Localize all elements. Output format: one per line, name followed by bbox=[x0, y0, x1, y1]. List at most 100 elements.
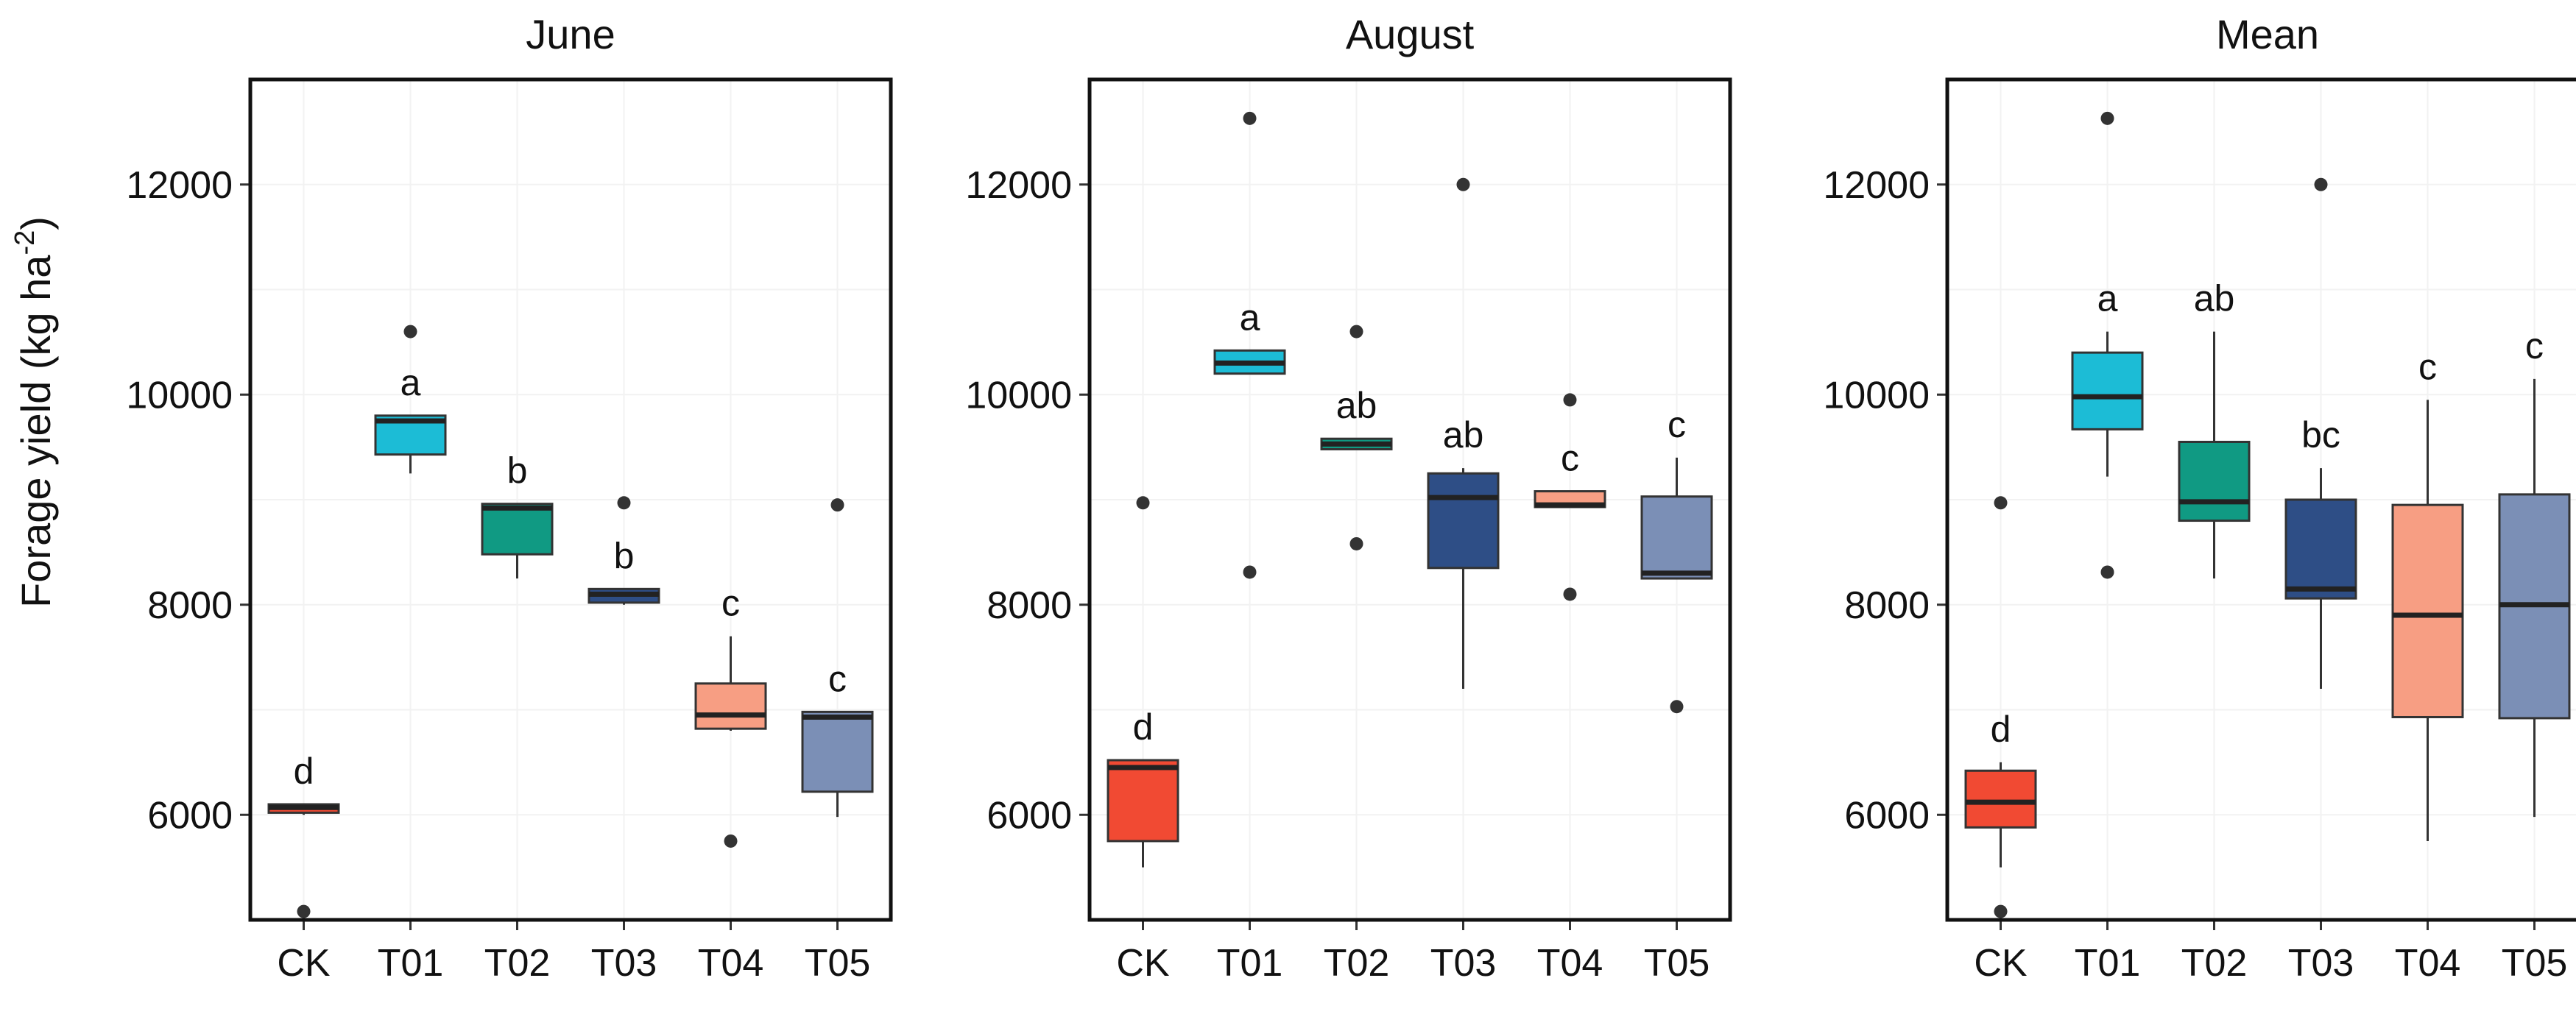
outlier-point bbox=[1563, 587, 1577, 601]
outlier-point bbox=[403, 325, 417, 339]
significance-letter: d bbox=[294, 751, 314, 792]
panel-june: June 6000 8000 10000 12000 d CK a T01 b T02 b T03 c T0… bbox=[126, 11, 893, 985]
x-tick-label: T02 bbox=[1324, 942, 1390, 985]
significance-letter: b bbox=[614, 535, 635, 576]
outlier-point bbox=[1349, 325, 1363, 339]
y-tick-label: 6000 bbox=[147, 794, 233, 837]
significance-letter: bc bbox=[2301, 414, 2340, 456]
outlier-point bbox=[830, 498, 844, 512]
outlier-point bbox=[2100, 565, 2114, 579]
box-body bbox=[1427, 472, 1500, 570]
panel-border-august bbox=[1087, 77, 1732, 922]
outlier-point bbox=[1456, 177, 1470, 191]
outlier-point bbox=[1243, 111, 1257, 125]
y-tick-label: 6000 bbox=[987, 794, 1072, 837]
y-tick-label: 8000 bbox=[987, 584, 1072, 627]
outlier-point bbox=[1136, 496, 1150, 510]
panel-title-june: June bbox=[526, 11, 615, 57]
box-mean-t01: a bbox=[2071, 111, 2144, 579]
box-body bbox=[801, 710, 874, 793]
panels-group: June 6000 8000 10000 12000 d CK a T01 b T02 b T03 c T0… bbox=[126, 11, 2576, 985]
box-august-ck: d bbox=[1107, 496, 1179, 868]
outlier-point bbox=[1563, 393, 1577, 407]
box-body bbox=[2178, 440, 2251, 522]
y-tick-label: 8000 bbox=[1844, 584, 1930, 627]
outlier-point bbox=[2100, 111, 2114, 125]
box-june-t01: a bbox=[374, 325, 447, 474]
significance-letter: d bbox=[1133, 706, 1154, 748]
significance-letter: ab bbox=[1443, 414, 1484, 456]
x-tick-label: CK bbox=[277, 942, 331, 985]
panel-border-june bbox=[248, 77, 893, 922]
box-august-t05: c bbox=[1640, 404, 1713, 714]
x-tick-label: T04 bbox=[2395, 942, 2461, 985]
x-tick-label: T04 bbox=[1537, 942, 1603, 985]
y-tick-label: 12000 bbox=[126, 164, 233, 207]
box-mean-t02: ab bbox=[2178, 278, 2251, 579]
box-august-t03: ab bbox=[1427, 177, 1500, 689]
significance-letter: d bbox=[1991, 709, 2011, 750]
significance-letter: c bbox=[2525, 325, 2544, 366]
outlier-point bbox=[617, 496, 631, 510]
significance-letter: ab bbox=[2194, 278, 2235, 319]
x-tick-label: T01 bbox=[2075, 942, 2141, 985]
y-tick-label: 12000 bbox=[1823, 164, 1930, 207]
box-mean-t03: bc bbox=[2284, 177, 2357, 689]
box-body bbox=[1640, 495, 1713, 580]
y-tick-label: 10000 bbox=[965, 374, 1072, 417]
outlier-point bbox=[1994, 496, 2008, 510]
y-tick-label: 6000 bbox=[1844, 794, 1930, 837]
x-tick-label: T03 bbox=[1430, 942, 1497, 985]
box-mean-t04: c bbox=[2391, 346, 2464, 841]
y-axis-label: Forage yield (kg ha-2) bbox=[10, 216, 59, 608]
x-tick-label: T04 bbox=[698, 942, 764, 985]
significance-letter: a bbox=[2097, 278, 2118, 319]
panel-mean: Mean 6000 8000 10000 12000 d CK a T01 ab T02 bc T03 c… bbox=[1823, 11, 2576, 985]
box-body bbox=[481, 503, 554, 556]
x-tick-label: T01 bbox=[1217, 942, 1283, 985]
box-june-t05: c bbox=[801, 498, 874, 818]
box-august-t02: ab bbox=[1320, 325, 1393, 550]
box-body bbox=[694, 682, 767, 730]
outlier-point bbox=[724, 834, 738, 848]
significance-letter: c bbox=[1668, 404, 1686, 445]
significance-letter: c bbox=[1561, 438, 1579, 479]
significance-letter: a bbox=[1240, 297, 1260, 338]
x-tick-label: CK bbox=[1974, 942, 2028, 985]
significance-letter: a bbox=[400, 362, 421, 403]
significance-letter: ab bbox=[1336, 385, 1377, 426]
significance-letter: c bbox=[2418, 346, 2437, 387]
y-tick-label: 10000 bbox=[126, 374, 233, 417]
box-august-t04: c bbox=[1534, 393, 1606, 601]
x-tick-label: T05 bbox=[805, 942, 871, 985]
outlier-point bbox=[297, 904, 311, 918]
y-tick-label: 10000 bbox=[1823, 374, 1930, 417]
box-body bbox=[2391, 503, 2464, 718]
panel-august: August 6000 8000 10000 12000 d CK a T01 ab T02 ab T0… bbox=[965, 11, 1732, 985]
box-body bbox=[2071, 351, 2144, 430]
x-tick-label: T02 bbox=[2181, 942, 2248, 985]
panel-title-august: August bbox=[1346, 11, 1475, 57]
significance-letter: b bbox=[507, 450, 528, 492]
x-tick-label: T05 bbox=[1644, 942, 1710, 985]
box-june-t02: b bbox=[481, 450, 554, 579]
box-mean-t05: c bbox=[2498, 325, 2571, 818]
significance-letter: c bbox=[721, 583, 740, 624]
box-mean-ck: d bbox=[1964, 496, 2037, 918]
box-june-t03: b bbox=[587, 496, 660, 605]
y-tick-label: 12000 bbox=[965, 164, 1072, 207]
x-tick-label: CK bbox=[1116, 942, 1170, 985]
x-tick-label: T01 bbox=[378, 942, 444, 985]
outlier-point bbox=[1349, 536, 1363, 550]
x-tick-label: T03 bbox=[591, 942, 657, 985]
y-tick-label: 8000 bbox=[147, 584, 233, 627]
x-tick-label: T02 bbox=[484, 942, 551, 985]
panel-title-mean: Mean bbox=[2216, 11, 2319, 57]
box-june-t04: c bbox=[694, 583, 767, 848]
box-body bbox=[1964, 769, 2037, 829]
outlier-point bbox=[1243, 565, 1257, 579]
box-june-ck: d bbox=[267, 751, 340, 918]
x-tick-label: T03 bbox=[2288, 942, 2354, 985]
panel-border-mean bbox=[1945, 77, 2576, 922]
